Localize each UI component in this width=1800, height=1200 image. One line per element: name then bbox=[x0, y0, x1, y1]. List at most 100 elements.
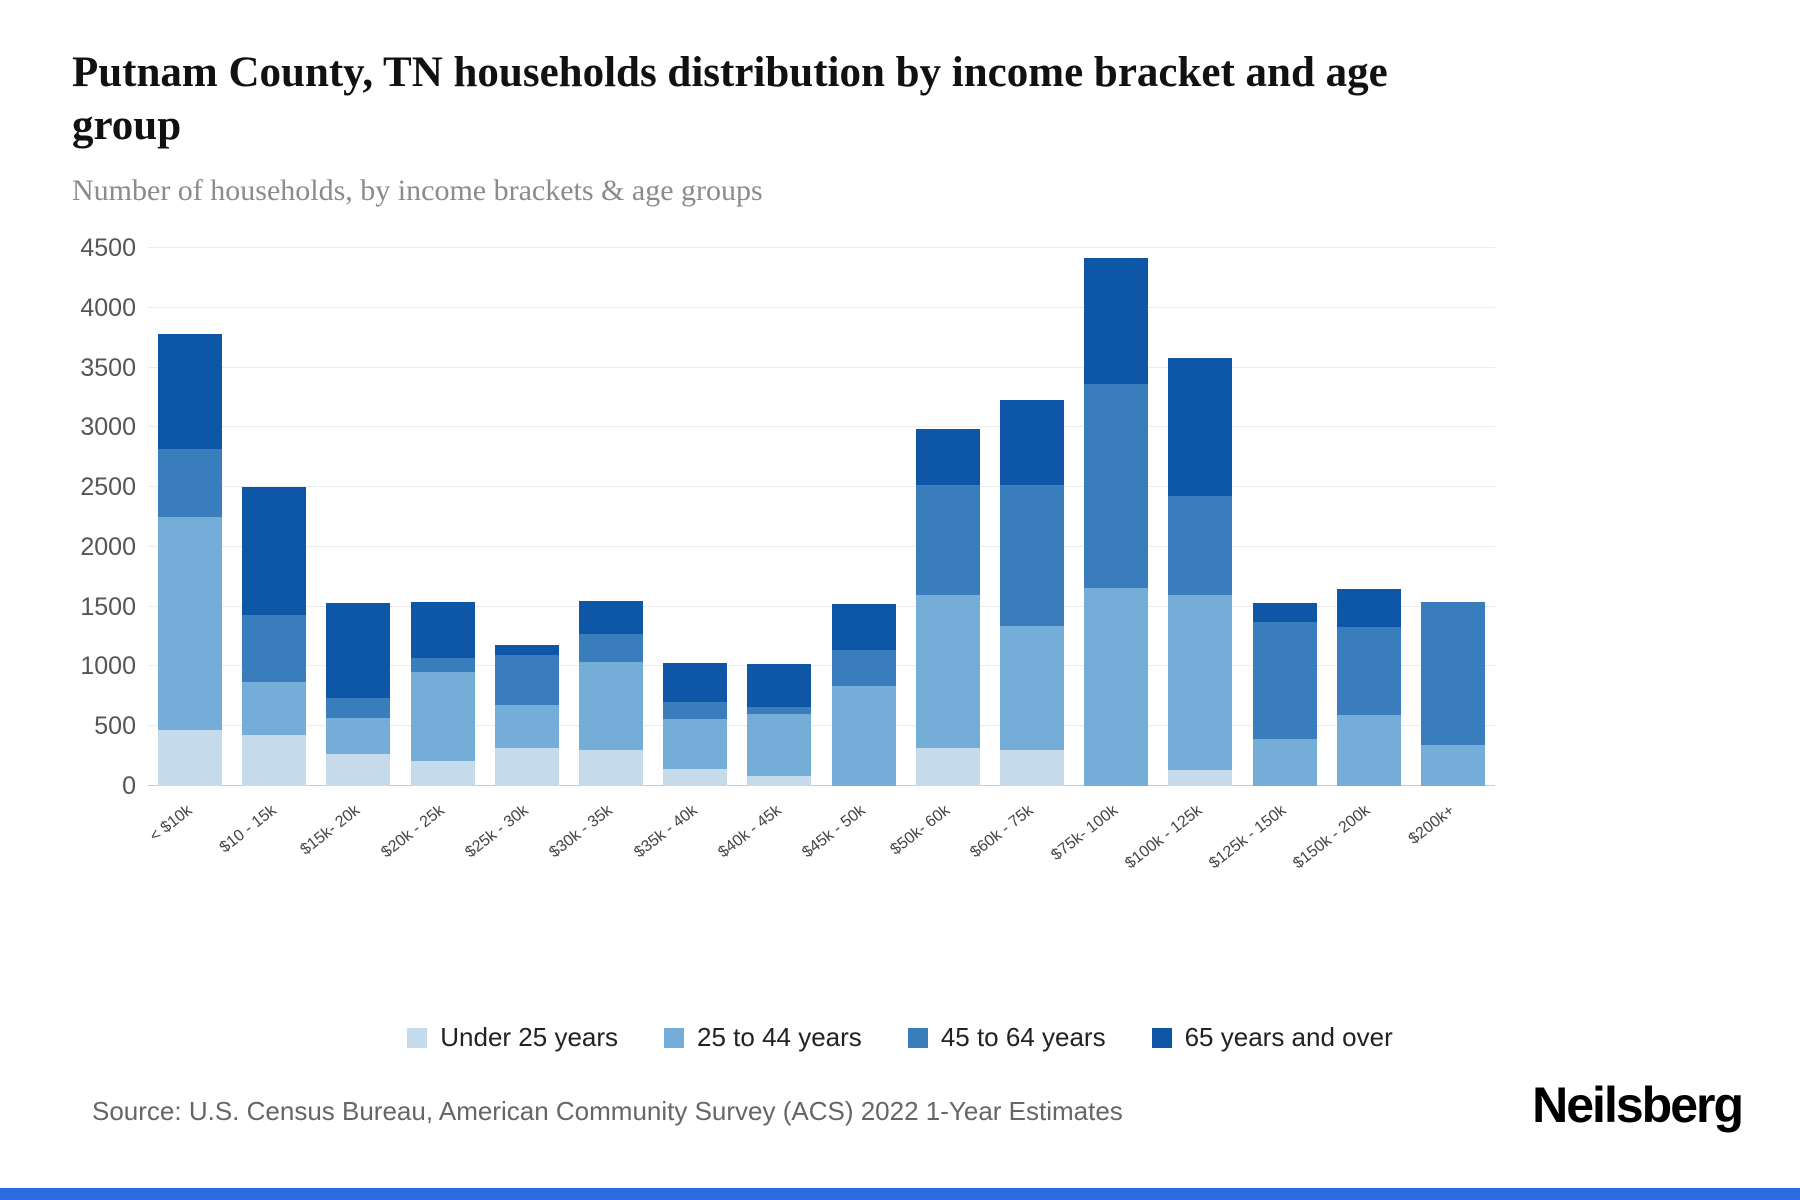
bar-segment[interactable] bbox=[1420, 745, 1485, 786]
bar-segment[interactable] bbox=[326, 603, 391, 698]
bar-35k-40k[interactable] bbox=[663, 662, 728, 786]
bar-segment[interactable] bbox=[494, 644, 559, 655]
plot-area bbox=[148, 247, 1495, 786]
bar-segment[interactable] bbox=[326, 753, 391, 786]
bar-segment[interactable] bbox=[1336, 588, 1401, 627]
bar-segment[interactable] bbox=[915, 594, 980, 748]
bar-segment[interactable] bbox=[579, 750, 644, 786]
bar-segment[interactable] bbox=[1084, 257, 1149, 385]
bar-segment[interactable] bbox=[158, 517, 223, 730]
bar-segment[interactable] bbox=[1168, 358, 1233, 496]
bar-50k-60k[interactable] bbox=[915, 428, 980, 786]
bar-segment[interactable] bbox=[579, 600, 644, 635]
legend-item[interactable]: 65 years and over bbox=[1151, 1022, 1393, 1053]
bar-segment[interactable] bbox=[242, 682, 307, 735]
legend-swatch bbox=[907, 1027, 928, 1048]
bar-segment[interactable] bbox=[831, 685, 896, 786]
gridline bbox=[148, 605, 1495, 607]
bar-segment[interactable] bbox=[999, 399, 1064, 485]
gridline bbox=[148, 486, 1495, 488]
legend-swatch bbox=[407, 1027, 428, 1048]
bar-20k-25k[interactable] bbox=[410, 601, 475, 786]
bar-segment[interactable] bbox=[242, 615, 307, 682]
x-tick-label: $30k - 35k bbox=[546, 801, 616, 862]
bar-45k-50k[interactable] bbox=[831, 604, 896, 786]
bar-segment[interactable] bbox=[1336, 715, 1401, 786]
bar-200k[interactable] bbox=[1420, 601, 1485, 786]
bar-segment[interactable] bbox=[1420, 601, 1485, 746]
bar-segment[interactable] bbox=[410, 658, 475, 673]
bar-segment[interactable] bbox=[158, 334, 223, 449]
bar-segment[interactable] bbox=[999, 625, 1064, 751]
bar-segment[interactable] bbox=[915, 747, 980, 786]
bar-125k-150k[interactable] bbox=[1252, 603, 1317, 786]
bar-segment[interactable] bbox=[663, 702, 728, 720]
bar-segment[interactable] bbox=[1084, 384, 1149, 588]
legend-item[interactable]: Under 25 years bbox=[407, 1022, 618, 1053]
bar-15k-20k[interactable] bbox=[326, 603, 391, 786]
bar-segment[interactable] bbox=[494, 654, 559, 705]
bar-segment[interactable] bbox=[999, 484, 1064, 626]
bar-segment[interactable] bbox=[999, 750, 1064, 786]
bar-segment[interactable] bbox=[915, 428, 980, 485]
bar-segment[interactable] bbox=[410, 601, 475, 659]
bar-10-15k[interactable] bbox=[242, 487, 307, 786]
x-tick-label: $100k - 125k bbox=[1121, 801, 1206, 873]
legend-item[interactable]: 45 to 64 years bbox=[907, 1022, 1106, 1053]
bar-segment[interactable] bbox=[326, 717, 391, 754]
bar-segment[interactable] bbox=[410, 672, 475, 761]
source-note: Source: U.S. Census Bureau, American Com… bbox=[92, 1096, 1123, 1126]
x-tick-label: $35k - 40k bbox=[630, 801, 701, 862]
y-axis: 0 500 1000 1500 2000 2500 3000 3500 4000 4500 bbox=[0, 234, 136, 800]
bar-segment[interactable] bbox=[831, 649, 896, 686]
bar-segment[interactable] bbox=[1084, 587, 1149, 786]
bar-segment[interactable] bbox=[1252, 622, 1317, 740]
legend: Under 25 years 25 to 44 years 45 to 64 yea… bbox=[75, 1022, 1725, 1053]
bar-segment[interactable] bbox=[663, 662, 728, 703]
legend-label: Under 25 years bbox=[440, 1022, 619, 1052]
bar-segment[interactable] bbox=[158, 729, 223, 786]
bar-segment[interactable] bbox=[1168, 495, 1233, 595]
bar-segment[interactable] bbox=[1252, 603, 1317, 623]
bar-25k-30k[interactable] bbox=[494, 644, 559, 786]
bar-100k-125k[interactable] bbox=[1168, 358, 1233, 786]
y-tick-label: 0 bbox=[122, 772, 136, 800]
bar-segment[interactable] bbox=[1336, 627, 1401, 716]
legend-item[interactable]: 25 to 44 years bbox=[664, 1022, 862, 1053]
x-tick-label: $15k- 20k bbox=[297, 801, 364, 859]
bar-segment[interactable] bbox=[663, 719, 728, 770]
bar-segment[interactable] bbox=[158, 448, 223, 518]
bar-segment[interactable] bbox=[663, 769, 728, 786]
bar-segment[interactable] bbox=[242, 734, 307, 786]
legend-label: 65 years and over bbox=[1184, 1022, 1393, 1052]
bar-segment[interactable] bbox=[747, 714, 812, 777]
bar-segment[interactable] bbox=[494, 747, 559, 786]
bar-60k-75k[interactable] bbox=[999, 399, 1064, 786]
legend-label: 25 to 44 years bbox=[697, 1022, 862, 1052]
bar-30k-35k[interactable] bbox=[579, 600, 644, 786]
bar-segment[interactable] bbox=[1168, 770, 1233, 786]
bar-75k-100k[interactable] bbox=[1084, 257, 1149, 786]
bar-10k[interactable] bbox=[158, 334, 223, 786]
bar-segment[interactable] bbox=[747, 776, 812, 786]
bar-segment[interactable] bbox=[1252, 739, 1317, 786]
bar-segment[interactable] bbox=[494, 704, 559, 748]
bar-segment[interactable] bbox=[747, 664, 812, 708]
bar-segment[interactable] bbox=[1168, 594, 1233, 771]
gridline bbox=[148, 725, 1495, 727]
x-tick-label: $75k- 100k bbox=[1048, 801, 1122, 865]
bar-segment[interactable] bbox=[747, 707, 812, 715]
bar-segment[interactable] bbox=[410, 760, 475, 786]
bar-segment[interactable] bbox=[242, 487, 307, 616]
y-tick-label: 500 bbox=[94, 712, 136, 741]
bar-segment[interactable] bbox=[579, 661, 644, 751]
bar-segment[interactable] bbox=[831, 604, 896, 650]
bar-segment[interactable] bbox=[915, 484, 980, 595]
bar-40k-45k[interactable] bbox=[747, 664, 812, 786]
bar-segment[interactable] bbox=[326, 697, 391, 718]
gridline bbox=[148, 785, 1495, 786]
bar-150k-200k[interactable] bbox=[1336, 588, 1401, 786]
bar-segment[interactable] bbox=[579, 634, 644, 662]
gridline bbox=[148, 545, 1495, 547]
x-tick-label: $40k - 45k bbox=[714, 801, 785, 862]
